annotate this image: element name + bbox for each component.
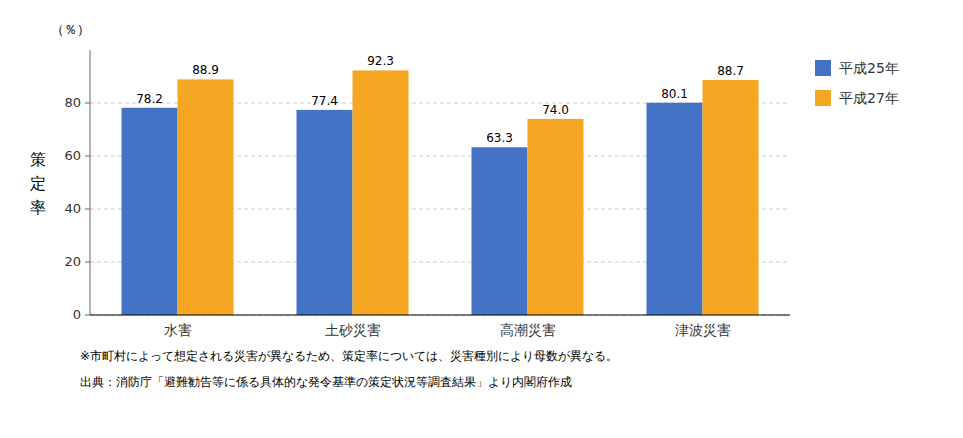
y-tick-label: 40: [64, 201, 81, 216]
y-tick-label: 20: [64, 254, 81, 269]
legend-label: 平成25年: [839, 60, 899, 76]
chart: 0 20 40 60 80 78.2 77.4 63.3 80.1 88.9 92.3 74.0 88.…: [0, 0, 963, 438]
y-tick: [85, 315, 90, 316]
y-tick: [85, 209, 90, 210]
y-axis-line: [90, 50, 91, 315]
data-label: 80.1: [661, 87, 688, 101]
x-axis-line: [90, 315, 790, 316]
bar: [528, 119, 584, 315]
page: {"chart_data": {"type": "bar", "y_label"…: [0, 0, 963, 438]
y-tick-label: 60: [64, 148, 81, 163]
legend-swatch: [815, 60, 831, 76]
y-axis-label-char: 率: [30, 198, 46, 217]
footnote: ※市町村によって想定される災害が異なるため、策定率については、災害種別により母数…: [80, 349, 618, 363]
x-tick-label: 土砂災害: [325, 322, 381, 338]
x-tick-label: 津波災害: [675, 322, 731, 338]
data-labels: 78.2 77.4 63.3 80.1 88.9 92.3 74.0 88.7: [136, 54, 744, 145]
bar: [647, 103, 703, 315]
y-axis-label-char: 定: [30, 174, 46, 193]
bar: [472, 147, 528, 315]
bar: [178, 79, 234, 315]
bar: [353, 70, 409, 315]
y-tick: [85, 156, 90, 157]
bar: [122, 108, 178, 315]
legend: 平成25年平成27年: [815, 60, 899, 106]
bars: [122, 70, 759, 315]
y-tick-label: 80: [64, 95, 81, 110]
legend-swatch: [815, 90, 831, 106]
data-label: 63.3: [486, 131, 513, 145]
data-label: 92.3: [367, 54, 394, 68]
data-label: 77.4: [311, 94, 338, 108]
footnote: 出典：消防庁「避難勧告等に係る具体的な発令基準の策定状況等調査結果」より内閣府作…: [80, 375, 572, 389]
y-tick: [85, 262, 90, 263]
grid-line: [90, 315, 790, 316]
y-axis-label: 策定率: [30, 150, 46, 217]
legend-label: 平成27年: [839, 90, 899, 106]
bar: [703, 80, 759, 315]
data-label: 78.2: [136, 92, 163, 106]
y-unit-label: （％）: [51, 22, 90, 37]
x-tick-label: 高潮災害: [500, 322, 556, 338]
data-label: 74.0: [542, 103, 569, 117]
y-tick: [85, 103, 90, 104]
y-tick-label: 0: [73, 307, 81, 322]
x-tick-label: 水害: [164, 322, 192, 338]
data-label: 88.9: [192, 63, 219, 77]
grid: 0 20 40 60 80: [64, 95, 790, 322]
y-axis-label-char: 策: [30, 150, 46, 169]
bar: [297, 110, 353, 315]
data-label: 88.7: [717, 64, 744, 78]
